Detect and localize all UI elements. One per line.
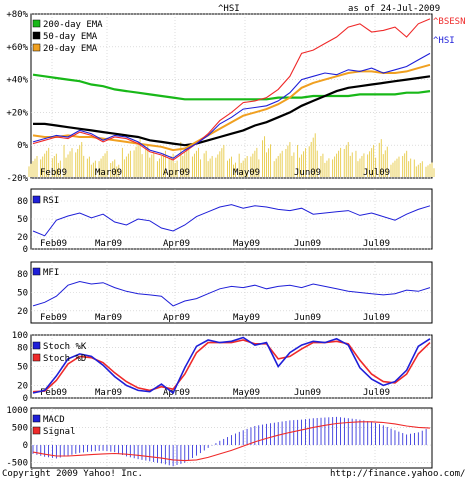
- price-tick-label: 0%: [17, 141, 28, 151]
- stoch-d-line: [32, 339, 431, 393]
- legend-swatch-signal: [32, 426, 41, 435]
- rsi-month-label: Apr09: [163, 239, 190, 249]
- price-tick-label: +40%: [6, 76, 28, 86]
- mfi-month-label: Apr09: [163, 313, 190, 323]
- stoch-tick-label: 50: [17, 363, 28, 373]
- chart-date-label: as of 24-Jul-2009: [348, 4, 440, 14]
- macd-legend: MACD Signal: [32, 414, 76, 437]
- macd-tick-label: -500: [6, 459, 28, 469]
- stoch-tick-label: 20: [17, 381, 28, 391]
- price-tick-label: -20%: [6, 174, 28, 184]
- price-month-label: Mar09: [95, 168, 122, 178]
- stoch-k-line: [32, 336, 431, 395]
- rsi-tick-label: 50: [17, 215, 28, 225]
- legend-label-stoch-k: Stoch %K: [43, 342, 87, 352]
- ema200-line: [32, 73, 431, 101]
- stoch-month-label: Mar09: [95, 388, 122, 398]
- stoch-legend: Stoch %K Stoch %D: [32, 341, 87, 364]
- price-panel-grid: +80% +60% +40% +20% 0% -20%: [6, 10, 432, 184]
- mfi-tick-label: 80: [17, 270, 28, 280]
- rsi-month-label: Jul09: [363, 239, 390, 249]
- legend-label-mfi: MFI: [43, 268, 59, 278]
- price-month-label: Jun09: [294, 168, 321, 178]
- price-month-label: Feb09: [40, 168, 67, 178]
- mfi-tick-label: 50: [17, 289, 28, 299]
- legend-swatch-200ema: [32, 19, 41, 28]
- rsi-month-label: Feb09: [40, 239, 67, 249]
- legend-label-20ema: 20-day EMA: [43, 44, 98, 54]
- mfi-month-label: Jul09: [363, 313, 390, 323]
- stoch-tick-label: 0: [23, 394, 28, 404]
- legend-swatch-stoch-k: [32, 341, 41, 350]
- legend-swatch-stoch-d: [32, 353, 41, 362]
- rsi-tick-label: 20: [17, 233, 28, 243]
- price-month-label: Apr09: [163, 168, 190, 178]
- hsi-line: [32, 52, 431, 159]
- legend-label-rsi: RSI: [43, 196, 59, 206]
- rsi-month-label: May09: [233, 239, 260, 249]
- legend-swatch-rsi: [32, 195, 41, 204]
- legend-swatch-50ema: [32, 31, 41, 40]
- price-month-label: May09: [233, 168, 260, 178]
- macd-panel-frame: [30, 407, 433, 469]
- mfi-month-label: Feb09: [40, 313, 67, 323]
- series-label-bsesn: ^BSESN: [433, 17, 466, 27]
- mfi-line: [32, 280, 431, 307]
- price-legend: 200-day EMA 50-day EMA 20-day EMA: [32, 19, 103, 54]
- mfi-month-label: May09: [233, 313, 260, 323]
- legend-label-200ema: 200-day EMA: [43, 20, 103, 30]
- price-panel-axis: Feb09 Mar09 Apr09 May09 Jun09 Jul09: [40, 168, 390, 178]
- stoch-month-label: Feb09: [40, 388, 67, 398]
- stoch-month-label: Jul09: [363, 388, 390, 398]
- rsi-panel: 80 50 20 0 Feb09 Mar09 Apr09 May09 Jun09 Jul09: [17, 189, 432, 255]
- rsi-month-label: Mar09: [95, 239, 122, 249]
- mfi-month-label: Mar09: [95, 313, 122, 323]
- mfi-month-label: Jun09: [294, 313, 321, 323]
- ema20-line: [32, 63, 431, 152]
- ema50-line: [33, 75, 431, 147]
- rsi-tick-label: 0: [23, 245, 28, 255]
- price-tick-label: +60%: [6, 43, 28, 53]
- rsi-month-label: Jun09: [294, 239, 321, 249]
- series-label-hsi: ^HSI: [433, 36, 455, 46]
- rsi-line: [32, 204, 431, 237]
- macd-tick-label: 1000: [6, 406, 28, 416]
- macd-tick-label: 500: [12, 423, 28, 433]
- mfi-panel: 80 50 20 Feb09 Mar09 Apr09 May09 Jun09 Jul09: [17, 262, 432, 323]
- price-month-label: Jul09: [363, 168, 390, 178]
- copyright-text: Copyright 2009 Yahoo! Inc.: [2, 469, 143, 479]
- stoch-month-label: Jun09: [294, 388, 321, 398]
- price-panel-frame: [30, 13, 433, 179]
- signal-line: [32, 421, 431, 462]
- rsi-tick-label: 80: [17, 197, 28, 207]
- macd-panel: 1000 500 0 -500: [6, 406, 432, 469]
- chart-title: ^HSI: [218, 4, 240, 14]
- legend-label-macd: MACD: [43, 415, 65, 425]
- legend-swatch-mfi: [32, 267, 41, 276]
- bsesn-line: [32, 18, 431, 161]
- price-tick-label: +20%: [6, 108, 28, 118]
- legend-label-stoch-d: Stoch %D: [43, 354, 86, 364]
- mfi-legend: MFI: [32, 267, 59, 278]
- source-url: http://finance.yahoo.com/: [330, 469, 465, 479]
- stoch-tick-label: 100: [12, 331, 28, 341]
- stoch-month-label: Apr09: [163, 388, 190, 398]
- mfi-tick-label: 20: [17, 307, 28, 317]
- legend-swatch-macd: [32, 414, 41, 423]
- legend-label-signal: Signal: [43, 427, 76, 437]
- legend-label-50ema: 50-day EMA: [43, 32, 98, 42]
- stoch-tick-label: 80: [17, 344, 28, 354]
- legend-swatch-20ema: [32, 43, 41, 52]
- price-panel-lines: [32, 18, 431, 161]
- macd-tick-label: 0: [23, 441, 28, 451]
- rsi-legend: RSI: [32, 195, 59, 206]
- stoch-panel: 100 80 50 20 0 Feb09 Mar09 Apr09 May09 Jun09 Jul09: [12, 331, 432, 404]
- price-tick-label: +80%: [6, 10, 28, 20]
- stoch-month-label: May09: [233, 388, 260, 398]
